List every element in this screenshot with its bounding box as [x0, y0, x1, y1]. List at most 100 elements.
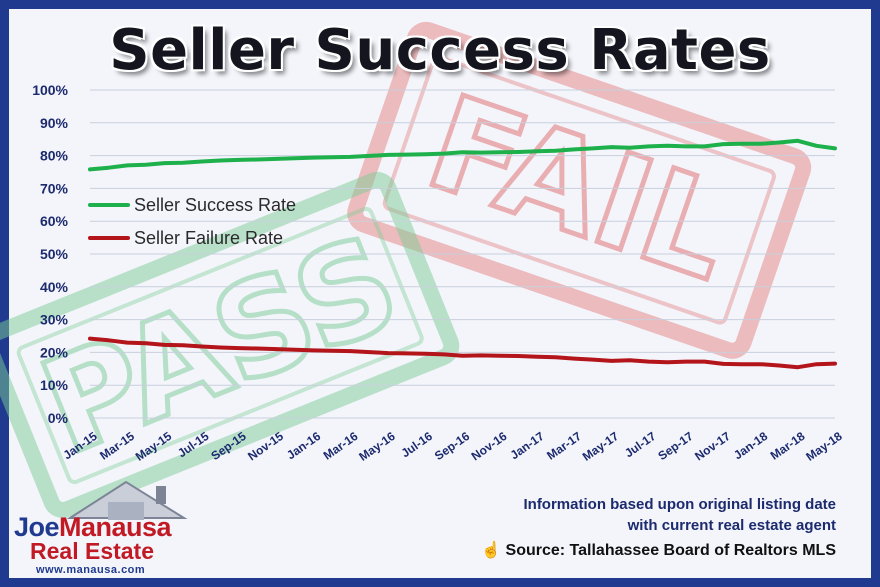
x-tick-label: Mar-17: [544, 429, 584, 463]
data-point: [609, 359, 614, 363]
data-point: [516, 150, 521, 154]
data-point: [740, 362, 744, 366]
data-point: [833, 362, 837, 366]
data-note-line-2: with current real estate agent: [627, 517, 836, 534]
data-point: [535, 355, 539, 359]
y-tick-label: 40%: [40, 279, 69, 295]
logo-real-estate: Real Estate: [30, 538, 155, 564]
y-tick-label: 80%: [40, 148, 69, 164]
x-tick-label: Sep-17: [655, 429, 696, 463]
y-tick-label: 60%: [40, 213, 69, 229]
data-point: [554, 149, 558, 153]
y-tick-label: 50%: [40, 246, 69, 262]
data-point: [330, 349, 334, 353]
data-point: [554, 355, 558, 359]
data-point: [460, 354, 465, 358]
data-point: [796, 139, 800, 143]
data-note: Information based upon original listing …: [523, 494, 836, 536]
x-tick-label: May-17: [580, 429, 622, 464]
data-point: [498, 354, 502, 358]
data-point: [274, 157, 278, 161]
data-point: [758, 362, 763, 366]
data-point: [572, 357, 576, 361]
hand-pointer-icon: ☝: [481, 542, 502, 559]
y-tick-label: 20%: [40, 344, 69, 360]
data-note-line-1: Information based upon original listing …: [523, 496, 836, 513]
data-point: [535, 149, 539, 153]
data-point: [740, 142, 744, 146]
data-point: [479, 353, 483, 357]
data-point: [442, 352, 446, 356]
x-tick-label: May-18: [803, 429, 845, 464]
x-tick-label: May-16: [356, 429, 398, 464]
data-point: [330, 155, 334, 159]
company-logo: JoeManausa Real Estate www.manausa.com: [8, 476, 194, 576]
data-point: [88, 167, 92, 171]
data-point: [758, 142, 763, 146]
data-point: [237, 158, 241, 162]
logo-name: JoeManausa: [14, 512, 172, 543]
data-point: [665, 360, 670, 364]
x-tick-label: Sep-16: [432, 429, 473, 463]
data-point: [814, 144, 819, 148]
data-point: [665, 144, 670, 148]
house-icon: [66, 480, 188, 520]
data-point: [684, 144, 688, 148]
data-point: [107, 338, 111, 342]
logo-url: www.manausa.com: [36, 564, 146, 576]
data-point: [703, 144, 707, 148]
data-point: [498, 150, 502, 154]
data-point: [293, 348, 297, 352]
y-tick-label: 30%: [40, 312, 69, 328]
data-point: [162, 343, 167, 347]
x-tick-label: Mar-18: [768, 429, 808, 463]
data-point: [181, 343, 185, 347]
legend-label: Seller Failure Rate: [134, 228, 283, 248]
gridlines: [90, 89, 835, 419]
data-point: [293, 156, 297, 160]
data-point: [777, 140, 781, 145]
data-point: [386, 153, 390, 157]
data-point: [144, 163, 148, 167]
series-lines: [88, 138, 837, 370]
data-point: [162, 161, 167, 165]
data-point: [423, 152, 427, 156]
logo-name-joe: Joe: [14, 512, 60, 542]
data-point: [237, 346, 241, 350]
data-point: [144, 341, 148, 345]
logo-name-manausa: Manausa: [59, 512, 172, 542]
x-tick-label: Nov-17: [692, 429, 733, 464]
data-point: [591, 146, 595, 150]
data-point: [405, 153, 409, 157]
data-point: [647, 144, 651, 148]
data-point: [125, 163, 129, 167]
data-point: [833, 146, 837, 150]
y-tick-label: 90%: [40, 115, 69, 131]
y-tick-label: 0%: [48, 410, 69, 426]
source-citation: ☝ Source: Tallahassee Board of Realtors …: [481, 540, 836, 560]
data-point: [423, 352, 427, 356]
data-point: [367, 154, 371, 158]
data-point: [349, 155, 353, 159]
data-point: [460, 150, 465, 154]
x-tick-label: Jul-16: [399, 429, 436, 461]
data-point: [367, 350, 371, 354]
y-tick-label: 10%: [40, 377, 69, 393]
data-point: [405, 351, 409, 355]
data-point: [256, 346, 260, 351]
data-point: [311, 348, 316, 352]
data-point: [777, 363, 781, 368]
data-point: [274, 347, 278, 351]
data-point: [386, 351, 390, 355]
x-tick-label: Jan-18: [731, 429, 770, 462]
data-point: [721, 362, 725, 366]
y-tick-label: 70%: [40, 180, 69, 196]
chart-title: Seller Success Rates: [109, 18, 771, 83]
data-point: [479, 151, 483, 155]
data-point: [628, 146, 632, 150]
y-tick-label: 100%: [32, 82, 68, 98]
y-axis-ticks: 0% 10% 20% 30% 40% 50% 60% 70% 80% 90% 100%: [32, 82, 68, 426]
x-tick-label: Jul-17: [622, 429, 659, 461]
data-point: [647, 360, 651, 364]
